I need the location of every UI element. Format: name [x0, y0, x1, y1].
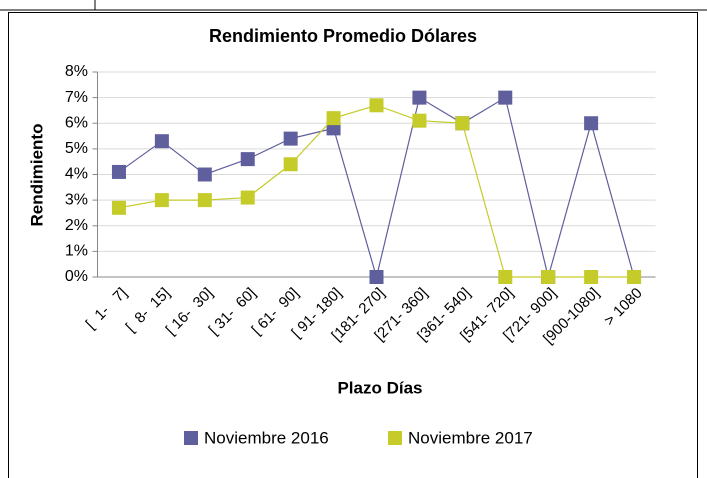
point [541, 270, 556, 284]
point [584, 116, 599, 131]
y-tick-label: 7% [65, 89, 88, 106]
y-tick-label: 4% [65, 166, 88, 183]
point [369, 98, 384, 113]
point [283, 157, 298, 172]
point [154, 193, 169, 208]
legend-swatch [388, 431, 402, 445]
point [240, 152, 255, 167]
series-line [118, 96, 635, 280]
point [498, 270, 513, 284]
point [154, 134, 169, 149]
y-tick-label: 6% [65, 114, 88, 131]
x-tick-label: > 1080 [601, 285, 646, 330]
point [111, 164, 126, 179]
point [412, 113, 427, 128]
legend-label: Noviembre 2016 [204, 428, 329, 447]
y-tick-label: 0% [65, 268, 88, 285]
point [240, 190, 255, 205]
y-tick-label: 8% [65, 63, 88, 80]
point [412, 90, 427, 105]
legend-swatch [184, 431, 198, 445]
point [326, 111, 341, 126]
point [455, 116, 470, 131]
x-axis-title: Plazo Días [337, 378, 422, 397]
point [498, 90, 513, 105]
point [584, 270, 599, 284]
chart-title: Rendimiento Promedio Dólares [209, 26, 477, 46]
chart-frame [8, 12, 698, 478]
legend-label: Noviembre 2017 [408, 428, 533, 447]
point [627, 270, 642, 284]
point [197, 193, 212, 208]
y-tick-label: 1% [65, 243, 88, 260]
y-tick-label: 5% [65, 140, 88, 157]
y-tick-label: 2% [65, 217, 88, 234]
point [283, 131, 298, 146]
y-axis-title: Rendimiento [27, 124, 46, 227]
point [197, 167, 212, 182]
point [369, 270, 384, 284]
point [111, 200, 126, 215]
y-tick-label: 3% [65, 191, 88, 208]
